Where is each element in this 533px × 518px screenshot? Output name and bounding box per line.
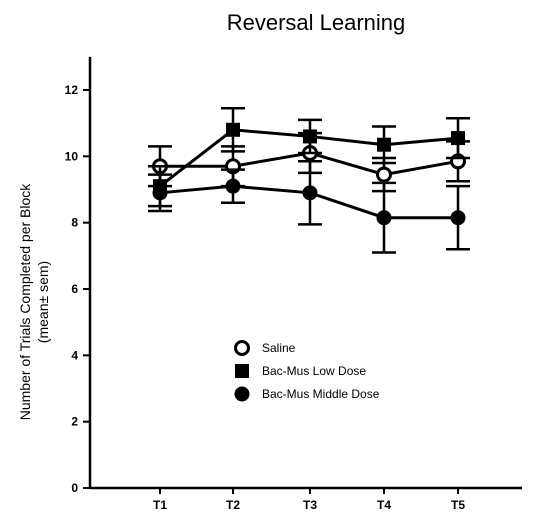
data-point-bac-mus-middle-dose xyxy=(225,178,241,194)
y-tick-label: 10 xyxy=(65,149,79,163)
axes: 0 2 4 6 8 10 12 T1 T2 T3 T4 T5 xyxy=(65,56,522,512)
legend: Saline Bac-Mus Low Dose Bac-Mus Middle Dos… xyxy=(234,340,380,402)
data-point-bac-mus-low-dose xyxy=(377,137,391,152)
data-point-saline xyxy=(376,166,392,183)
legend-label-saline: Saline xyxy=(262,341,296,355)
legend-marker-bac-mus-middle-dose xyxy=(234,386,250,402)
data-point-bac-mus-middle-dose xyxy=(376,210,392,226)
y-tick-label: 12 xyxy=(65,83,79,97)
legend-marker-bac-mus-low-dose xyxy=(235,364,249,378)
data-point-bac-mus-middle-dose xyxy=(152,185,168,201)
chart-title: Reversal Learning xyxy=(227,10,406,35)
y-tick-label: 6 xyxy=(71,282,78,296)
y-tick-label: 4 xyxy=(71,348,78,362)
legend-label-bac-mus-low-dose: Bac-Mus Low Dose xyxy=(262,364,366,378)
x-tick-label: T4 xyxy=(377,498,391,512)
data-point-bac-mus-low-dose xyxy=(451,131,465,146)
y-axis-label-line2: (mean± sem) xyxy=(35,261,51,343)
series-bac-mus-middle-dose xyxy=(148,160,470,254)
y-axis-label: Number of Trials Completed per Block (me… xyxy=(17,183,51,421)
plot-area xyxy=(148,106,470,254)
y-tick-label: 2 xyxy=(71,415,78,429)
y-tick-label: 0 xyxy=(71,481,78,495)
data-point-bac-mus-middle-dose xyxy=(302,185,318,201)
y-axis-label-line1: Number of Trials Completed per Block xyxy=(17,183,33,421)
legend-marker-saline xyxy=(234,340,250,356)
data-point-bac-mus-low-dose xyxy=(303,129,317,144)
legend-label-bac-mus-middle-dose: Bac-Mus Middle Dose xyxy=(262,387,380,401)
x-tick-label: T3 xyxy=(303,498,317,512)
x-tick-label: T1 xyxy=(153,498,167,512)
y-tick-label: 8 xyxy=(71,216,78,230)
x-tick-label: T5 xyxy=(451,498,465,512)
data-point-bac-mus-middle-dose xyxy=(450,210,466,226)
data-point-bac-mus-low-dose xyxy=(226,122,240,137)
x-tick-label: T2 xyxy=(226,498,240,512)
